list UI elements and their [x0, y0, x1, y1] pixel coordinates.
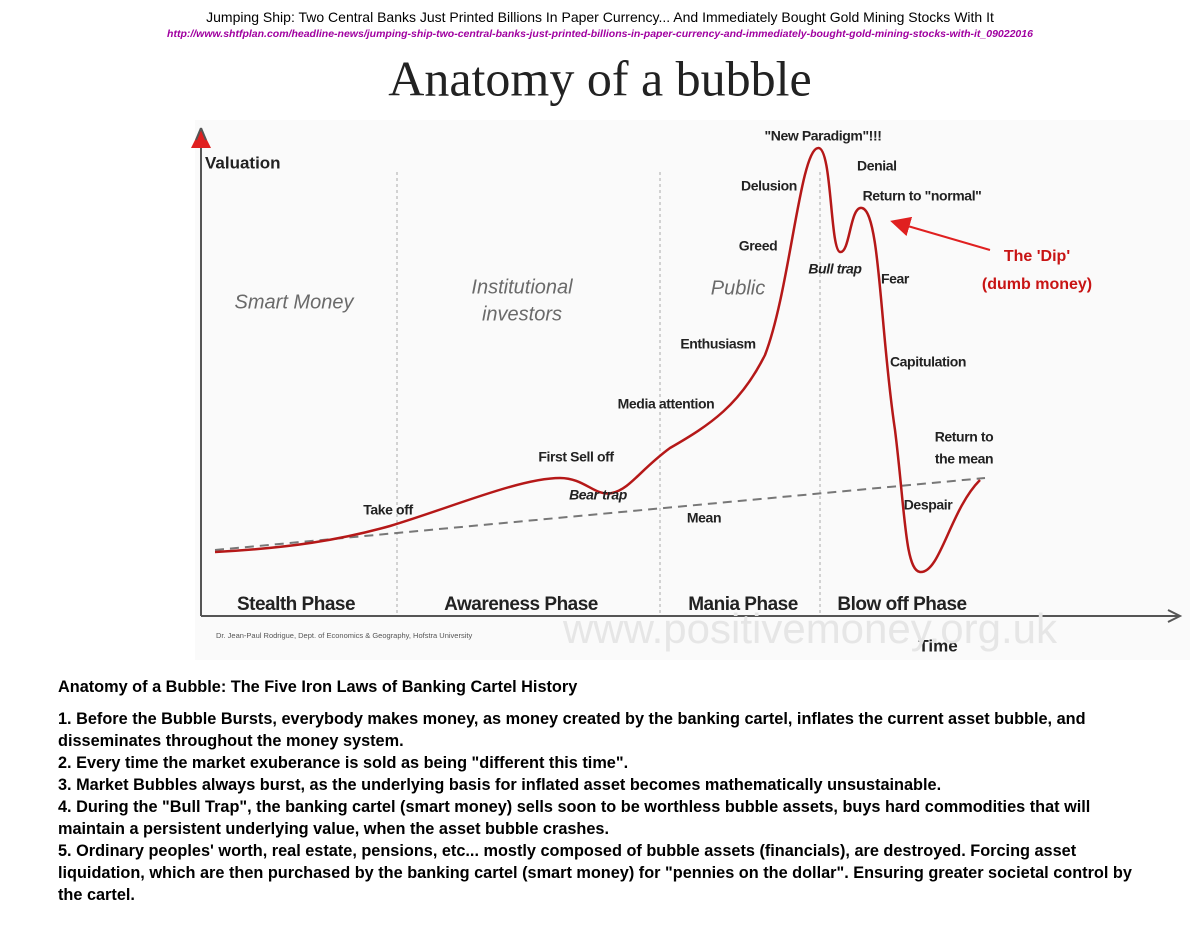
text-item: 4. During the "Bull Trap", the banking c… — [58, 798, 1091, 838]
header-title: Jumping Ship: Two Central Banks Just Pri… — [206, 9, 994, 25]
phase-label: Mania Phase — [688, 594, 798, 615]
annotation: Denial — [857, 158, 897, 174]
audience-label: investors — [482, 303, 562, 325]
annotation: the mean — [935, 451, 993, 467]
phase-label: Blow off Phase — [837, 594, 966, 615]
dip-label: (dumb money) — [982, 276, 1092, 293]
y-axis-arrow — [195, 127, 207, 141]
annotation: "New Paradigm"!!! — [765, 128, 882, 144]
text-section: Anatomy of a Bubble: The Five Iron Laws … — [58, 676, 1143, 906]
annotation: First Sell off — [538, 449, 614, 465]
annotation: Greed — [739, 238, 777, 254]
annotation: Bear trap — [569, 487, 628, 503]
dip-arrow — [890, 216, 991, 251]
watermark: www.positivemoney.org.uk — [562, 605, 1058, 652]
credit: Dr. Jean-Paul Rodrigue, Dept. of Economi… — [216, 631, 472, 640]
annotation: Fear — [881, 271, 910, 287]
text-item: 1. Before the Bubble Bursts, everybody m… — [58, 710, 1086, 750]
phase-label: Awareness Phase — [444, 594, 598, 615]
x-axis-arrow — [1167, 609, 1183, 623]
annotation: Return to "normal" — [863, 188, 982, 204]
x-axis-label: Time — [918, 636, 957, 655]
bubble-curve — [214, 146, 981, 574]
annotation: Mean — [687, 510, 721, 526]
annotation: Capitulation — [890, 354, 966, 370]
diagram: Anatomy of a bubble Valuation Time Dr. J… — [191, 50, 1190, 660]
annotation: Despair — [904, 497, 954, 513]
header-url: http://www.shtfplan.com/headline-news/ju… — [167, 28, 1033, 40]
text-title: Anatomy of a Bubble: The Five Iron Laws … — [58, 678, 578, 696]
dip-label: The 'Dip' — [1004, 248, 1070, 265]
annotation: Delusion — [741, 178, 797, 194]
text-item: 3. Market Bubbles always burst, as the u… — [58, 776, 942, 794]
text-item: 2. Every time the market exuberance is s… — [58, 754, 629, 772]
annotation: Return to — [935, 429, 994, 445]
audience-label: Public — [711, 277, 765, 299]
y-axis-label: Valuation — [205, 153, 281, 172]
audience-label: Institutional — [471, 276, 573, 298]
annotation: Media attention — [618, 396, 715, 412]
phase-label: Stealth Phase — [237, 594, 355, 615]
annotation: Take off — [363, 502, 413, 518]
diagram-title: Anatomy of a bubble — [388, 50, 812, 106]
text-item: 5. Ordinary peoples' worth, real estate,… — [58, 842, 1132, 904]
annotation: Enthusiasm — [680, 336, 755, 352]
audience-label: Smart Money — [235, 291, 355, 313]
annotation: Bull trap — [808, 261, 862, 277]
diagram-bg — [195, 120, 1190, 660]
